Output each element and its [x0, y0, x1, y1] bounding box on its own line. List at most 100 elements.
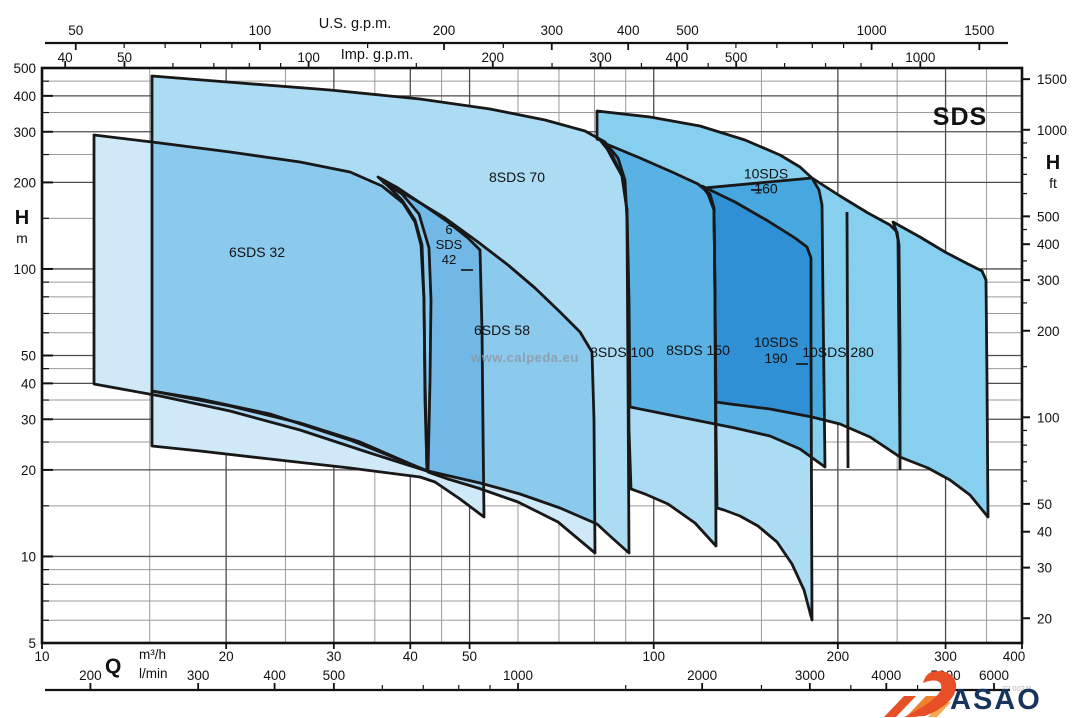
logo-stripe-1	[884, 696, 916, 717]
pump-region-label: 190	[764, 350, 788, 366]
head-m-unit: m	[16, 230, 28, 246]
pump-regions-outline	[92, 74, 990, 622]
head-m-symbol: H	[14, 207, 30, 229]
asao-logo-text: ASAO	[950, 684, 1042, 716]
tick-label: 20	[219, 649, 234, 664]
tick-label: 40	[403, 649, 418, 664]
tick-label: 50	[1037, 497, 1052, 512]
tick-label: 100	[249, 23, 272, 38]
tick-label: 100	[642, 649, 665, 664]
tick-label: 200	[1037, 324, 1060, 339]
tick-label: 300	[540, 23, 563, 38]
tick-label: 40	[58, 50, 73, 65]
tick-label: 6000	[979, 668, 1009, 683]
pump-regions-fill	[94, 76, 988, 620]
tick-label: 200	[481, 50, 504, 65]
imp-gpm-axis-title: Imp. g.p.m.	[340, 47, 414, 63]
tick-label: 500	[725, 50, 748, 65]
pump-region-outline-8sds-70	[150, 74, 631, 555]
tick-label: 200	[13, 175, 36, 190]
pump-region-label: SDS	[436, 237, 463, 252]
tick-label: 1000	[503, 668, 533, 683]
tick-label: 5	[28, 636, 36, 651]
pump-region-label: 6SDS 32	[229, 244, 285, 260]
pump-region-label: 8SDS 150	[666, 342, 730, 358]
tick-label: 30	[21, 412, 36, 427]
axes: 50 100 200 300 400 500 1000 1500 40 50 100 200 300 40…	[13, 23, 1067, 692]
pump-region-label: 42	[442, 252, 456, 267]
tick-label: 400	[666, 50, 689, 65]
tick-label: 4000	[871, 668, 901, 683]
tick-label: 20	[1037, 611, 1052, 626]
tick-label: 30	[1037, 561, 1052, 576]
tick-label: 1500	[1037, 72, 1067, 87]
pump-region-fill-10sds-280	[893, 222, 988, 517]
tick-label: 40	[21, 376, 36, 391]
tick-label: 3000	[795, 668, 825, 683]
tick-label: 300	[187, 668, 210, 683]
tick-label: 500	[1037, 209, 1060, 224]
tick-label: 20	[21, 463, 36, 478]
pump-region-fill-6sds-42	[152, 177, 484, 517]
logo-swoosh-icon	[904, 670, 957, 717]
tick-label: 500	[676, 23, 699, 38]
tick-label: 200	[79, 668, 102, 683]
tick-label: 300	[1037, 273, 1060, 288]
tick-label: 10	[21, 549, 36, 564]
pump-region-label: 10SDS	[754, 334, 798, 350]
flow-unit-m3h: m³/h	[139, 647, 166, 662]
pump-region-outline-10sds-280	[891, 220, 990, 519]
tick-label: 50	[68, 23, 83, 38]
pump-region-label: 6SDS 58	[474, 322, 530, 338]
tick-label: 300	[13, 125, 36, 140]
tick-label: 300	[589, 50, 612, 65]
pump-region-label: 10SDS 280	[802, 344, 874, 360]
asao-logo: 72.003/9 ASAO	[880, 670, 1077, 718]
tick-label: 100	[297, 50, 320, 65]
pump-region-outline-6sds-58	[381, 180, 597, 555]
chart-title: SDS	[932, 103, 988, 131]
watermark: www.calpeda.eu	[471, 350, 579, 365]
pump-region-fill-10sds-190	[704, 178, 900, 457]
pump-region-label: 10SDS	[744, 166, 788, 182]
tick-label: 50	[117, 50, 132, 65]
tick-label: 2000	[687, 668, 717, 683]
tick-label: 1000	[1037, 123, 1067, 138]
tick-label: 50	[21, 349, 36, 364]
tick-label: 100	[1037, 410, 1060, 425]
head-ft-symbol: H	[1045, 152, 1061, 174]
small-print: 72.003/9	[1002, 684, 1032, 693]
asao-logo-mark	[884, 670, 957, 717]
tick-label: 1000	[905, 50, 935, 65]
tick-label: 50	[462, 649, 477, 664]
pump-region-outline-10sds-190	[702, 176, 902, 459]
tick-label: 400	[263, 668, 286, 683]
head-ft-unit: ft	[1049, 175, 1057, 191]
tick-label: 200	[433, 23, 456, 38]
flow-axis-title: Q	[105, 655, 122, 678]
tick-label: 40	[1037, 525, 1052, 540]
region-boundary-line	[845, 211, 850, 469]
pump-region-outline-10sds-160	[595, 109, 827, 469]
pump-region-fill-8sds-70	[152, 76, 629, 553]
tick-label: 100	[13, 262, 36, 277]
tick-label: 10	[34, 649, 49, 664]
tick-label: 200	[827, 649, 850, 664]
pump-region-label: 160	[754, 181, 778, 197]
tick-label: 1500	[964, 23, 994, 38]
tick-label: 400	[1037, 237, 1060, 252]
logo-stripe-3	[928, 702, 951, 717]
tick-label: 400	[1003, 649, 1026, 664]
tick-label: 1000	[857, 23, 887, 38]
pump-region-label: 8SDS 70	[489, 169, 545, 185]
tick-label: 400	[617, 23, 640, 38]
pump-region-label: 6	[445, 222, 452, 237]
flow-axis-units: m³/h l/min	[139, 645, 168, 683]
us-gpm-axis-title: U.S. g.p.m.	[318, 16, 392, 32]
pump-region-label: 8SDS 100	[590, 344, 654, 360]
tick-label: 500	[13, 61, 36, 76]
tick-label: 300	[934, 649, 957, 664]
